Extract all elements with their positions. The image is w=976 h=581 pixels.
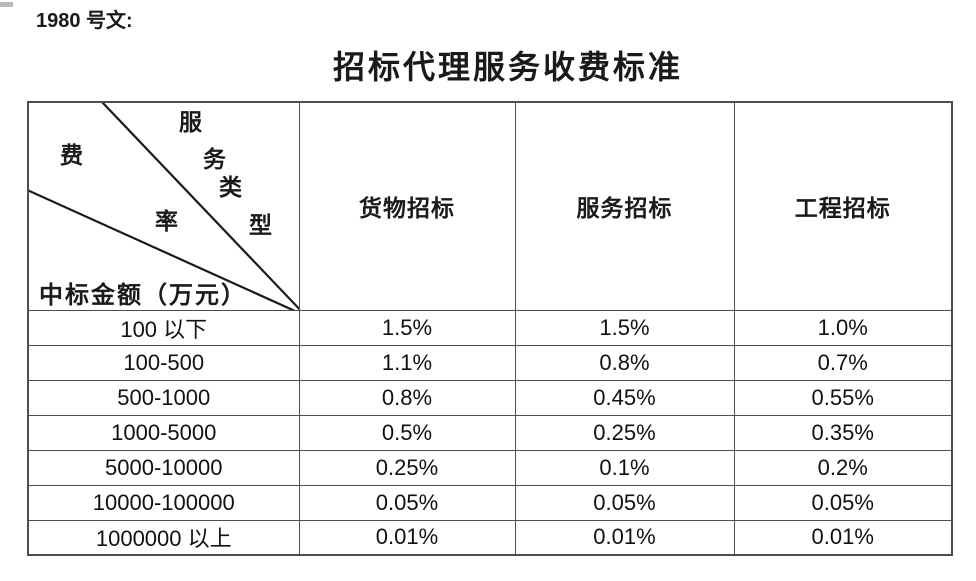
engineering-rate-cell: 0.55% — [733, 379, 953, 416]
table-row: 1000-5000 0.5% 0.25% 0.35% — [27, 414, 953, 451]
amount-range-cell: 1000000 以上 — [27, 519, 300, 556]
header-row: 服 务 类 型 费 率 中标金额（万元） 货物招标 服务招标 工程招标 — [27, 101, 953, 311]
goods-rate-cell: 0.05% — [298, 484, 516, 521]
amount-range-cell: 5000-10000 — [27, 449, 300, 486]
engineering-rate-cell: 1.0% — [733, 309, 953, 346]
diagonal-header-cell: 服 务 类 型 费 率 中标金额（万元） — [27, 101, 300, 311]
table-row: 10000-100000 0.05% 0.05% 0.05% — [27, 484, 953, 521]
fee-table-body: 100 以下 1.5% 1.5% 1.0% 100-500 1.1% 0.8% 0.7% 500… — [27, 309, 953, 556]
engineering-rate-cell: 0.7% — [733, 344, 953, 381]
amount-range-cell: 100-500 — [27, 344, 300, 381]
table-row: 100 以下 1.5% 1.5% 1.0% — [27, 309, 953, 346]
diagonal-label-rate-char: 率 — [155, 209, 178, 234]
engineering-rate-cell: 0.01% — [733, 519, 953, 556]
services-rate-cell: 0.45% — [514, 379, 735, 416]
goods-rate-cell: 0.25% — [298, 449, 516, 486]
engineering-rate-cell: 0.05% — [733, 484, 953, 521]
diagonal-label-amount-axis: 中标金额（万元） — [39, 283, 247, 309]
amount-range-cell: 1000-5000 — [27, 414, 300, 451]
doc-number-label: 1980 号文: — [36, 10, 133, 32]
services-rate-cell: 0.8% — [514, 344, 735, 381]
services-rate-cell: 0.01% — [514, 519, 735, 556]
goods-rate-cell: 0.5% — [298, 414, 516, 451]
table-row: 100-500 1.1% 0.8% 0.7% — [27, 344, 953, 381]
page-title: 招标代理服务收费标准 — [332, 49, 683, 85]
diagonal-label-service-type-char: 类 — [219, 175, 242, 200]
fee-table: 服 务 类 型 费 率 中标金额（万元） 货物招标 服务招标 工程招标 100 … — [27, 101, 953, 556]
services-rate-cell: 0.05% — [514, 484, 735, 521]
goods-rate-cell: 1.5% — [298, 309, 516, 346]
engineering-rate-cell: 0.35% — [733, 414, 953, 451]
table-row: 1000000 以上 0.01% 0.01% 0.01% — [27, 519, 953, 556]
scan-artifact — [0, 2, 13, 7]
goods-rate-cell: 0.8% — [298, 379, 516, 416]
services-rate-cell: 0.25% — [514, 414, 735, 451]
table-row: 500-1000 0.8% 0.45% 0.55% — [27, 379, 953, 416]
column-header-engineering-bidding: 工程招标 — [733, 101, 953, 311]
engineering-rate-cell: 0.2% — [733, 449, 953, 486]
diagonal-label-service-type-char: 服 — [179, 110, 202, 135]
goods-rate-cell: 1.1% — [298, 344, 516, 381]
services-rate-cell: 0.1% — [514, 449, 735, 486]
diagonal-divider-lines — [29, 103, 298, 309]
amount-range-cell: 100 以下 — [27, 309, 300, 346]
amount-range-cell: 500-1000 — [27, 379, 300, 416]
amount-range-cell: 10000-100000 — [27, 484, 300, 521]
services-rate-cell: 1.5% — [514, 309, 735, 346]
diagonal-label-rate-char: 费 — [60, 143, 83, 168]
goods-rate-cell: 0.01% — [298, 519, 516, 556]
diagonal-label-service-type-char: 型 — [249, 213, 272, 238]
table-row: 5000-10000 0.25% 0.1% 0.2% — [27, 449, 953, 486]
column-header-services-bidding: 服务招标 — [514, 101, 735, 311]
diagonal-label-service-type-char: 务 — [203, 147, 226, 172]
column-header-goods-bidding: 货物招标 — [298, 101, 516, 311]
